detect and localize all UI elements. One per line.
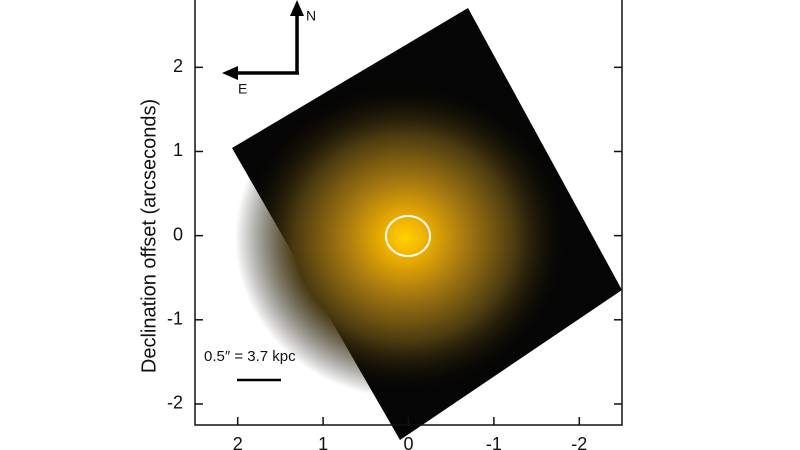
x-tick-label: 0 xyxy=(403,434,413,450)
aperture-ellipse xyxy=(385,215,431,257)
y-tick-label: -1 xyxy=(167,309,183,329)
y-tick-label: -2 xyxy=(167,393,183,413)
east-label: E xyxy=(238,81,247,97)
north-arrowhead xyxy=(290,0,304,16)
x-tick-label: -2 xyxy=(571,434,587,450)
x-tick-label: 1 xyxy=(318,434,328,450)
y-tick-label: 1 xyxy=(173,140,183,160)
y-axis-label: Declination offset (arcseconds) xyxy=(138,99,160,373)
east-arrowhead xyxy=(222,66,238,80)
north-label: N xyxy=(306,8,316,24)
sky-image xyxy=(232,8,622,440)
scale-label: 0.5″ = 3.7 kpc xyxy=(204,348,296,365)
compass xyxy=(222,0,304,80)
x-tick-label: -1 xyxy=(486,434,502,450)
y-tick-label: 2 xyxy=(173,56,183,76)
x-tick-label: 2 xyxy=(233,434,243,450)
galaxy-glow xyxy=(235,78,575,398)
y-tick-label: 0 xyxy=(173,224,183,244)
